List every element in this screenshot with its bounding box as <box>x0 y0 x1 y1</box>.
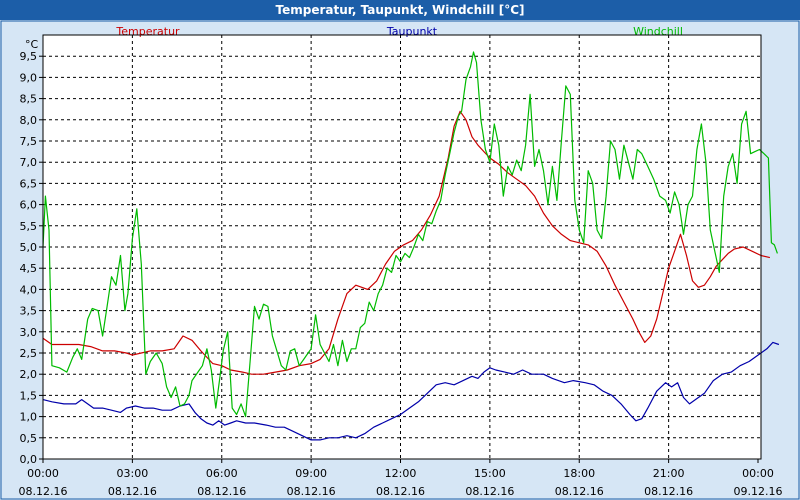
x-tick-date: 09.12.16 <box>734 485 783 498</box>
y-tick-label: 6,0 <box>20 199 38 212</box>
y-tick-label: 9,5 <box>20 50 38 63</box>
x-tick-date: 08.12.16 <box>197 485 246 498</box>
y-tick-label: 4,5 <box>20 262 38 275</box>
series-line-taupunkt <box>42 341 780 441</box>
x-tick-time: 12:00 <box>385 467 417 480</box>
y-tick-label: 7,5 <box>20 135 38 148</box>
y-axis: 0,0 0,5 1,0 1,5 2,0 2,5 3,0 3,5 4,0 4,5 5,0 5,5 6,0 6… <box>20 50 43 466</box>
x-tick-date: 08.12.16 <box>287 485 336 498</box>
y-tick-label: 5,5 <box>20 220 38 233</box>
y-tick-label: 2,0 <box>20 368 38 381</box>
x-axis: 00:00 08.12.16 03:00 08.12.16 06:00 08.12.16 0… <box>19 459 783 498</box>
window-title: Temperatur, Taupunkt, Windchill [°C] <box>0 0 800 20</box>
y-tick-label: 0,0 <box>20 453 38 466</box>
x-tick-date: 08.12.16 <box>644 485 693 498</box>
y-tick-label: 9,0 <box>20 71 38 84</box>
y-unit-label: °C <box>25 38 39 51</box>
y-tick-label: 4,0 <box>20 283 38 296</box>
legend-entry-taupunkt: Taupunkt <box>386 25 438 38</box>
x-tick-date: 08.12.16 <box>465 485 514 498</box>
y-tick-label: 8,0 <box>20 114 38 127</box>
legend-entry-windchill: Windchill <box>633 25 683 38</box>
series-line-windchill <box>42 51 778 418</box>
y-tick-label: 7,0 <box>20 156 38 169</box>
x-tick-date: 08.12.16 <box>19 485 68 498</box>
y-tick-label: 1,0 <box>20 411 38 424</box>
x-tick-date: 08.12.16 <box>108 485 157 498</box>
y-tick-label: 8,5 <box>20 93 38 106</box>
x-tick-time: 18:00 <box>563 467 595 480</box>
y-tick-label: 6,5 <box>20 177 38 190</box>
plot-area <box>43 35 761 459</box>
series-line-temperatur <box>42 110 771 375</box>
x-tick-time: 00:00 <box>742 467 774 480</box>
x-tick-time: 06:00 <box>206 467 238 480</box>
x-tick-time: 09:00 <box>295 467 327 480</box>
x-tick-time: 21:00 <box>653 467 685 480</box>
legend-entry-temperatur: Temperatur <box>115 25 180 38</box>
series-lines <box>42 51 780 441</box>
y-tick-label: 5,0 <box>20 241 38 254</box>
x-tick-time: 15:00 <box>474 467 506 480</box>
plot-border <box>42 34 762 460</box>
y-tick-label: 3,5 <box>20 305 38 318</box>
y-tick-label: 2,5 <box>20 347 38 360</box>
x-tick-time: 00:00 <box>27 467 59 480</box>
y-tick-label: 3,0 <box>20 326 38 339</box>
x-tick-date: 08.12.16 <box>555 485 604 498</box>
y-tick-label: 0,5 <box>20 432 38 445</box>
x-tick-time: 03:00 <box>117 467 149 480</box>
x-tick-date: 08.12.16 <box>376 485 425 498</box>
y-tick-label: 1,5 <box>20 389 38 402</box>
